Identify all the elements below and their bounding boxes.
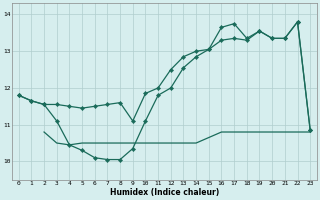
X-axis label: Humidex (Indice chaleur): Humidex (Indice chaleur) [110, 188, 219, 197]
